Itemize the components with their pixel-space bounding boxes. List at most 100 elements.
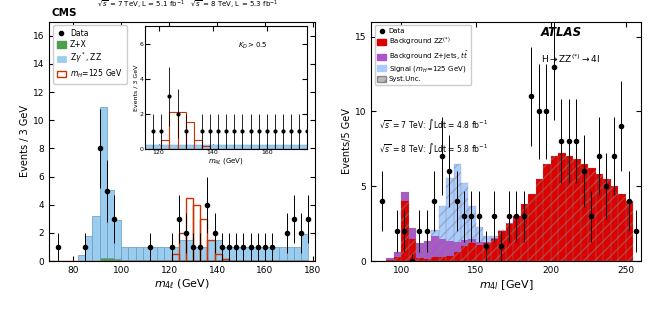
Bar bbox=[596, 174, 603, 261]
Bar bbox=[484, 243, 491, 261]
Bar bbox=[279, 260, 286, 261]
Bar bbox=[229, 247, 237, 260]
Bar bbox=[536, 179, 543, 261]
Bar bbox=[424, 241, 431, 259]
Bar bbox=[424, 259, 431, 261]
Bar bbox=[286, 247, 294, 260]
Bar bbox=[244, 247, 250, 260]
Bar bbox=[618, 194, 625, 261]
Bar bbox=[222, 247, 229, 260]
Bar bbox=[476, 242, 484, 245]
Bar bbox=[200, 247, 208, 260]
Bar bbox=[128, 260, 135, 261]
Bar bbox=[114, 220, 121, 259]
Bar bbox=[272, 260, 279, 261]
Bar bbox=[279, 247, 286, 260]
Bar bbox=[446, 241, 453, 256]
Text: CMS: CMS bbox=[52, 8, 78, 18]
Bar bbox=[193, 247, 200, 260]
Bar bbox=[128, 247, 135, 260]
Bar bbox=[208, 260, 215, 261]
Bar bbox=[431, 230, 438, 236]
Bar bbox=[439, 206, 446, 239]
Bar bbox=[179, 240, 186, 260]
Bar bbox=[431, 230, 438, 261]
Bar bbox=[431, 256, 438, 261]
Bar bbox=[476, 227, 484, 261]
Bar bbox=[484, 236, 491, 242]
Bar bbox=[409, 228, 416, 261]
Bar bbox=[603, 179, 610, 261]
Bar bbox=[208, 240, 215, 261]
Text: $\sqrt{s}$ = 8 TeV: $\int$Ldt = 5.8 fb$^{-1}$: $\sqrt{s}$ = 8 TeV: $\int$Ldt = 5.8 fb$^… bbox=[379, 142, 488, 156]
Bar bbox=[528, 194, 536, 261]
Bar bbox=[237, 260, 244, 261]
Bar bbox=[573, 159, 581, 261]
Bar bbox=[499, 230, 506, 261]
Bar bbox=[121, 247, 128, 260]
Bar bbox=[468, 206, 476, 239]
Bar bbox=[143, 260, 150, 261]
Bar bbox=[157, 247, 164, 260]
Bar bbox=[135, 247, 143, 260]
Bar bbox=[222, 259, 229, 261]
Bar bbox=[171, 247, 179, 260]
Bar bbox=[272, 247, 279, 260]
Bar bbox=[394, 252, 401, 261]
Bar bbox=[164, 260, 171, 261]
Bar bbox=[610, 186, 618, 261]
Bar bbox=[439, 206, 446, 261]
Bar bbox=[625, 201, 633, 261]
Bar bbox=[171, 260, 179, 261]
Bar bbox=[179, 260, 186, 261]
Bar bbox=[394, 252, 401, 256]
Bar bbox=[461, 240, 468, 246]
Bar bbox=[301, 260, 308, 261]
Bar bbox=[439, 239, 446, 257]
Bar bbox=[114, 259, 121, 261]
Bar bbox=[468, 206, 476, 261]
Bar bbox=[513, 216, 521, 261]
Bar bbox=[250, 247, 258, 260]
Bar bbox=[416, 243, 424, 261]
Bar bbox=[424, 241, 431, 261]
Bar bbox=[394, 256, 401, 261]
Bar bbox=[491, 236, 499, 261]
Text: ATLAS: ATLAS bbox=[541, 27, 582, 40]
Bar bbox=[625, 201, 633, 261]
Bar bbox=[416, 258, 424, 261]
Text: H$\rightarrow$ZZ$^{(*)}$$\rightarrow$4l: H$\rightarrow$ZZ$^{(*)}$$\rightarrow$4l bbox=[541, 53, 600, 65]
Bar bbox=[588, 168, 596, 261]
Bar bbox=[265, 247, 272, 260]
Bar bbox=[150, 247, 157, 260]
Bar bbox=[566, 156, 573, 261]
Bar bbox=[484, 242, 491, 243]
X-axis label: $m_{4\ell}$ (GeV): $m_{4\ell}$ (GeV) bbox=[154, 278, 210, 291]
Bar bbox=[618, 194, 625, 261]
Bar bbox=[558, 153, 566, 261]
Bar bbox=[461, 183, 468, 240]
Bar bbox=[528, 194, 536, 261]
Bar bbox=[237, 247, 244, 260]
Bar bbox=[566, 156, 573, 261]
Bar bbox=[386, 258, 394, 261]
Bar bbox=[121, 260, 128, 261]
Bar bbox=[596, 174, 603, 261]
Bar bbox=[484, 236, 491, 261]
Bar bbox=[506, 223, 513, 224]
Bar bbox=[446, 256, 453, 261]
Bar bbox=[208, 240, 215, 260]
Bar bbox=[491, 238, 499, 239]
Bar bbox=[446, 178, 453, 261]
Bar bbox=[294, 260, 301, 261]
Bar bbox=[603, 179, 610, 261]
Legend: Data, Background ZZ$^{(*)}$, Background Z+jets, $t\bar{t}$, Signal ($m_H$=125 Ge: Data, Background ZZ$^{(*)}$, Background … bbox=[374, 25, 471, 85]
Bar bbox=[499, 231, 506, 261]
Bar bbox=[476, 245, 484, 261]
Bar bbox=[453, 242, 461, 252]
Bar bbox=[78, 256, 85, 261]
Bar bbox=[171, 254, 179, 261]
Bar bbox=[150, 260, 157, 261]
Bar bbox=[573, 159, 581, 261]
Bar bbox=[506, 223, 513, 261]
